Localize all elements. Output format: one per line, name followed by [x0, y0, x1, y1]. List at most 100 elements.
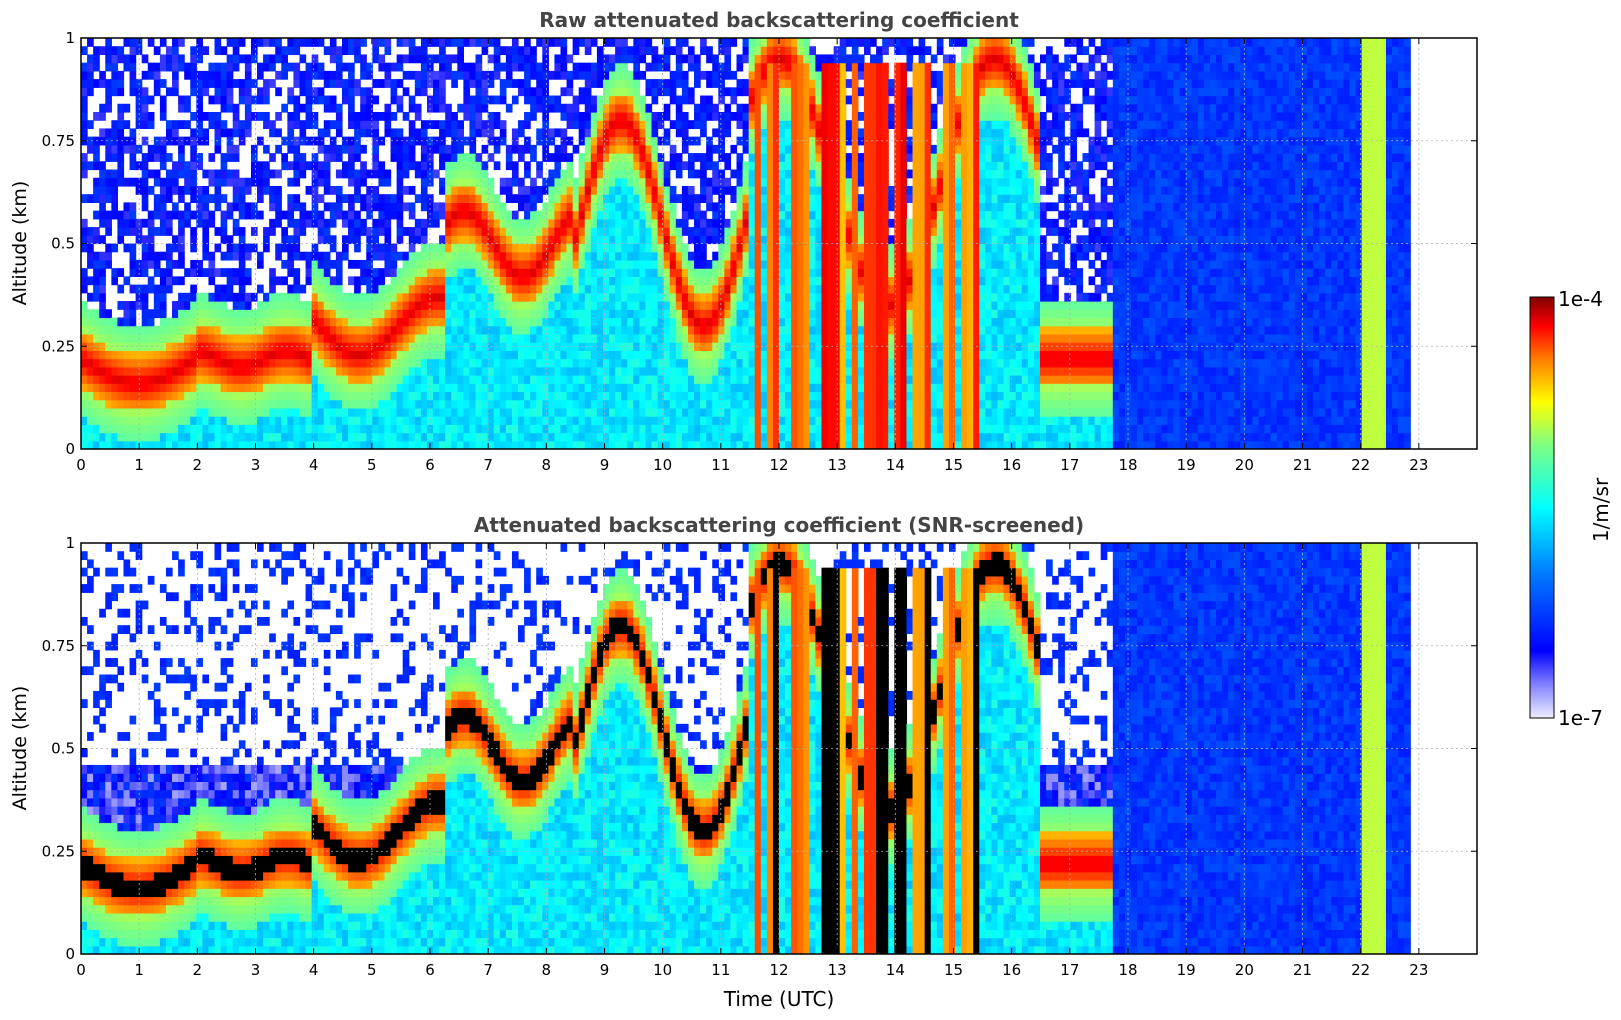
- heatmap-cell: [766, 169, 774, 179]
- heatmap-cell: [275, 243, 282, 253]
- heatmap-cell: [627, 391, 634, 401]
- heatmap-cell: [451, 194, 458, 203]
- heatmap-cell: [590, 407, 598, 417]
- heatmap-cell: [190, 383, 197, 393]
- heatmap-cell: [414, 227, 422, 236]
- heatmap-cell: [129, 416, 137, 425]
- heatmap-cell: [451, 177, 458, 187]
- heatmap-cell: [766, 161, 774, 171]
- heatmap-cell: [99, 218, 106, 228]
- heatmap-cell: [293, 194, 301, 203]
- heatmap-cell: [281, 70, 288, 80]
- heatmap-cell: [123, 358, 131, 368]
- heatmap-cell: [602, 62, 610, 72]
- heatmap-cell: [372, 95, 380, 105]
- heatmap-cell: [772, 54, 780, 64]
- heatmap-cell: [165, 284, 173, 294]
- heatmap-cell: [275, 210, 282, 220]
- heatmap-cell: [596, 62, 604, 72]
- heatmap-cell: [439, 358, 446, 368]
- heatmap-cell: [354, 87, 361, 97]
- heatmap-cell: [566, 309, 574, 319]
- heatmap-cell: [87, 54, 94, 64]
- heatmap-cell: [420, 342, 428, 351]
- heatmap-cell: [117, 325, 125, 335]
- heatmap-cell: [426, 366, 434, 376]
- heatmap-cell: [681, 391, 689, 401]
- heatmap-cell: [87, 350, 94, 360]
- heatmap-cell: [165, 54, 173, 64]
- heatmap-cell: [657, 301, 665, 310]
- heatmap-cell: [360, 95, 367, 105]
- heatmap-cell: [627, 136, 634, 146]
- heatmap-cell: [165, 383, 173, 393]
- heatmap-cell: [275, 128, 282, 138]
- heatmap-cell: [190, 111, 197, 121]
- heatmap-cell: [651, 424, 659, 434]
- heatmap-cell: [621, 317, 628, 327]
- heatmap-cell: [645, 235, 653, 245]
- heatmap-cell: [457, 416, 464, 425]
- heatmap-cell: [184, 416, 191, 425]
- heatmap-cell: [760, 103, 768, 113]
- heatmap-cell: [651, 185, 659, 195]
- heatmap-cell: [700, 309, 707, 319]
- heatmap-cell: [329, 210, 337, 220]
- heatmap-cell: [511, 399, 519, 409]
- heatmap-cell: [463, 358, 471, 368]
- heatmap-cell: [651, 128, 659, 138]
- heatmap-cell: [493, 70, 501, 80]
- heatmap-cell: [469, 432, 477, 442]
- heatmap-cell: [281, 432, 288, 442]
- heatmap-cell: [712, 325, 719, 335]
- heatmap-cell: [420, 350, 428, 360]
- heatmap-cell: [190, 161, 197, 171]
- heatmap-cell: [311, 292, 319, 302]
- heatmap-cell: [548, 375, 556, 384]
- heatmap-cell: [244, 70, 252, 80]
- heatmap-cell: [590, 375, 598, 384]
- heatmap-cell: [785, 432, 792, 442]
- heatmap-cell: [542, 38, 549, 47]
- heatmap-cell: [487, 120, 495, 130]
- heatmap-cell: [220, 227, 228, 236]
- heatmap-cell: [451, 375, 458, 384]
- heatmap-cell: [348, 227, 355, 236]
- heatmap-cell: [311, 120, 319, 130]
- heatmap-cell: [232, 144, 240, 154]
- heatmap-cell: [748, 235, 756, 245]
- heatmap-cell: [481, 210, 489, 220]
- heatmap-cell: [499, 358, 507, 368]
- heatmap-cell: [493, 243, 501, 253]
- heatmap-cell: [633, 391, 640, 401]
- heatmap-cell: [378, 407, 386, 417]
- heatmap-cell: [202, 325, 210, 335]
- heatmap-cell: [178, 440, 185, 449]
- heatmap-cell: [81, 87, 88, 97]
- heatmap-cell: [754, 120, 762, 130]
- heatmap-cell: [511, 251, 519, 261]
- heatmap-cell: [499, 317, 507, 327]
- heatmap-cell: [791, 440, 798, 449]
- heatmap-cell: [414, 292, 422, 302]
- heatmap-cell: [93, 161, 100, 171]
- heatmap-cell: [299, 79, 307, 88]
- heatmap-cell: [420, 333, 428, 343]
- heatmap-cell: [730, 276, 738, 286]
- heatmap-cell: [615, 276, 622, 286]
- heatmap-cell: [269, 432, 276, 442]
- heatmap-cell: [542, 210, 549, 220]
- heatmap-cell: [760, 399, 768, 409]
- heatmap-cell: [615, 111, 622, 121]
- heatmap-cell: [311, 375, 319, 384]
- heatmap-cell: [275, 301, 282, 310]
- heatmap-cell: [214, 366, 222, 376]
- heatmap-cell: [317, 366, 325, 376]
- heatmap-cell: [797, 292, 804, 302]
- heatmap-cell: [706, 342, 713, 351]
- heatmap-cell: [797, 301, 804, 310]
- heatmap-cell: [360, 407, 367, 417]
- heatmap-cell: [238, 333, 246, 343]
- heatmap-cell: [275, 111, 282, 121]
- heatmap-cell: [730, 268, 738, 277]
